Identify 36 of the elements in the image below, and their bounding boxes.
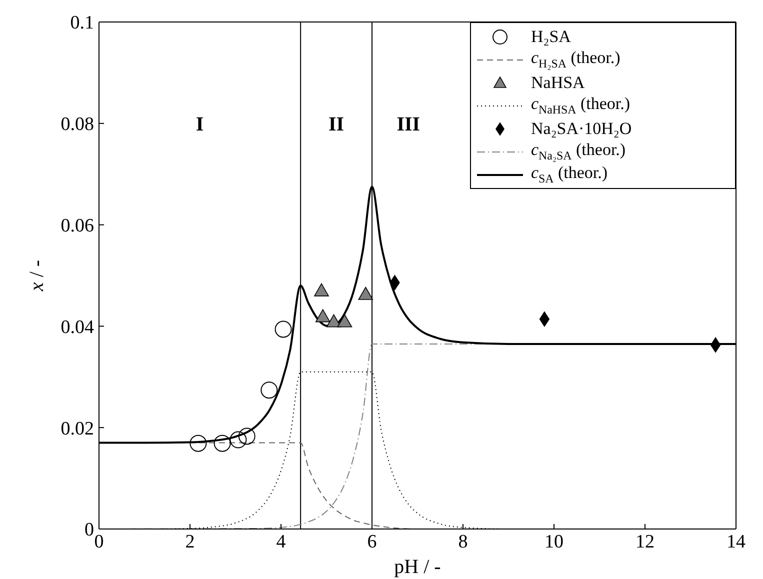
point: [214, 434, 231, 452]
y-tick-label: 0.02: [60, 418, 94, 440]
x-tick-label: 2: [185, 531, 195, 552]
legend-label: c$_{Na₂SA}$ (theor.): [531, 140, 626, 162]
x-tick-label: 12: [636, 531, 654, 552]
point: [358, 286, 374, 300]
point: [326, 314, 342, 328]
x-axis-title: pH / -: [394, 556, 441, 578]
legend-label: H₂SA: [531, 26, 571, 46]
y-tick-label: 0.06: [60, 216, 94, 237]
y-tick-label: 0.1: [70, 12, 94, 34]
point: [260, 382, 278, 399]
point: [274, 320, 292, 338]
point: [314, 283, 329, 296]
point: [238, 428, 256, 445]
y-axis-title: x / -: [26, 260, 48, 292]
x-tick-label: 6: [367, 531, 377, 552]
y-tick-label: 0.08: [60, 114, 94, 136]
annotation: II: [328, 113, 344, 136]
x-tick-label: 4: [276, 531, 286, 552]
annotation: I: [196, 113, 204, 136]
y-tick-label: 0.04: [60, 316, 94, 338]
legend-label: NaHSA: [531, 72, 585, 92]
legend-label: c$_{NaHSA}$ (theor.): [531, 94, 630, 116]
point: [710, 337, 721, 352]
point: [315, 309, 330, 322]
legend-label: c$_{H₂SA}$ (theor.): [531, 48, 620, 70]
x-tick-label: 8: [458, 531, 468, 552]
point: [337, 314, 352, 328]
x-tick-label: 10: [544, 531, 564, 552]
legend-label: c$_{SA}$ (theor.): [531, 162, 608, 186]
annotation: III: [396, 113, 420, 136]
point: [190, 434, 207, 452]
point: [230, 431, 247, 448]
legend-label: Na₂SA·10H₂O: [531, 118, 632, 138]
x-tick-label: 14: [726, 531, 746, 552]
